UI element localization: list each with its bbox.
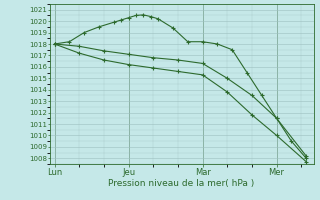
X-axis label: Pression niveau de la mer( hPa ): Pression niveau de la mer( hPa ) xyxy=(108,179,255,188)
